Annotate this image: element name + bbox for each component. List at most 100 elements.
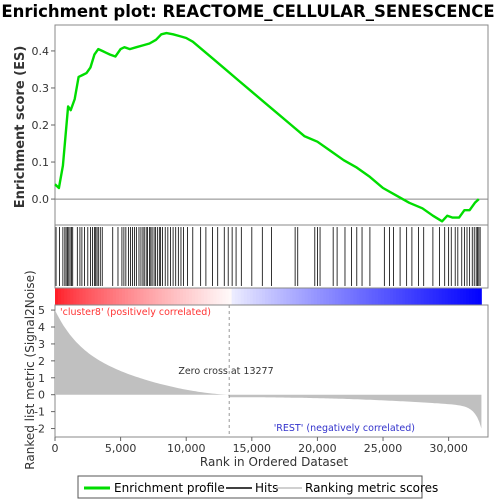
band-segment [310, 288, 315, 305]
band-segment [79, 288, 83, 305]
band-segment [179, 288, 184, 305]
band-segment [97, 288, 102, 305]
legend: Enrichment profile Hits Ranking metric s… [77, 475, 438, 499]
band-segment [438, 288, 443, 305]
band-segment [362, 288, 367, 305]
band-segment [268, 288, 272, 305]
es-tick-label: 0.4 [32, 45, 50, 58]
band-segment [390, 288, 394, 305]
band-segment [109, 288, 114, 305]
band-segment [170, 288, 175, 305]
band-segment [432, 288, 437, 305]
es-tick-label: 0.0 [32, 193, 50, 206]
band-segment [246, 288, 251, 305]
band-segment [240, 288, 245, 305]
band-segment [149, 288, 153, 305]
metric-tick-label: 2 [38, 355, 45, 368]
band-segment [450, 288, 455, 305]
band-segment [289, 288, 293, 305]
band-segment [249, 288, 254, 305]
band-segment [265, 288, 269, 305]
ranking-metric-area [55, 310, 482, 429]
band-segment [292, 288, 297, 305]
band-segment [469, 288, 473, 305]
es-panel [54, 24, 489, 226]
band-segment [329, 288, 333, 305]
band-segment [210, 288, 214, 305]
band-segment [259, 288, 263, 305]
band-segment [353, 288, 357, 305]
band-segment [195, 288, 199, 305]
band-segment [295, 288, 300, 305]
band-segment [441, 288, 446, 305]
band-segment [304, 288, 309, 305]
x-tick-label: 15,000 [233, 442, 272, 455]
chart-title: Enrichment plot: REACTOME_CELLULAR_SENES… [1, 2, 494, 21]
band-segment [112, 288, 117, 305]
band-segment [192, 288, 196, 305]
band-segment [213, 288, 217, 305]
band-segment [73, 288, 77, 305]
band-segment [301, 288, 306, 305]
band-segment [185, 288, 190, 305]
x-axis-label: Rank in Ordered Dataset [200, 455, 348, 469]
band-segment [103, 288, 108, 305]
band-segment [426, 288, 431, 305]
band-segment [173, 288, 178, 305]
band-segment [344, 288, 348, 305]
band-segment [100, 288, 105, 305]
metric-tick-label: 5 [38, 304, 45, 317]
band-segment [216, 288, 220, 305]
band-segment [463, 288, 467, 305]
band-segment [478, 288, 482, 305]
band-segment [158, 288, 163, 305]
x-tick-label: 10,000 [167, 442, 206, 455]
metric-tick-label: 4 [38, 321, 45, 334]
x-tick-label: 25,000 [364, 442, 403, 455]
band-segment [88, 288, 92, 305]
band-segment [417, 288, 421, 305]
band-segment [368, 288, 373, 305]
band-segment [460, 288, 464, 305]
hit-lines [55, 227, 481, 286]
band-segment [234, 288, 239, 305]
es-profile-line [54, 31, 480, 223]
band-segment [447, 288, 452, 305]
x-tick-label: 20,000 [298, 442, 337, 455]
band-segment [91, 288, 95, 305]
metric-tick-label: -2 [34, 423, 45, 436]
legend-label-hits: Hits [255, 481, 278, 495]
band-segment [414, 288, 418, 305]
band-segment [274, 288, 278, 305]
band-segment [164, 288, 169, 305]
band-segment [182, 288, 187, 305]
band-segment [420, 288, 424, 305]
band-segment [466, 288, 470, 305]
band-segment [359, 288, 364, 305]
band-segment [374, 288, 379, 305]
band-segment [298, 288, 303, 305]
band-segment [350, 288, 354, 305]
band-segment [161, 288, 166, 305]
es-tick-label: 0.3 [32, 82, 50, 95]
band-segment [454, 288, 458, 305]
x-tick-label: 30,000 [429, 442, 468, 455]
metric-axis: -2 -1 0 1 2 3 4 5 [34, 304, 55, 436]
band-segment [387, 288, 391, 305]
band-segment [225, 288, 230, 305]
legend-label-metric: Ranking metric scores [305, 481, 438, 495]
band-segment [457, 288, 461, 305]
band-segment [61, 288, 65, 305]
band-segment [82, 288, 86, 305]
band-segment [58, 288, 62, 305]
band-segment [222, 288, 226, 305]
x-axis: 0 5,000 10,000 15,000 20,000 25,000 30,000 [52, 437, 468, 455]
band-segment [286, 288, 290, 305]
band-segment [475, 288, 479, 305]
band-segment [85, 288, 89, 305]
band-segment [307, 288, 312, 305]
band-segment [70, 288, 74, 305]
band-segment [128, 288, 132, 305]
band-segment [155, 288, 159, 305]
